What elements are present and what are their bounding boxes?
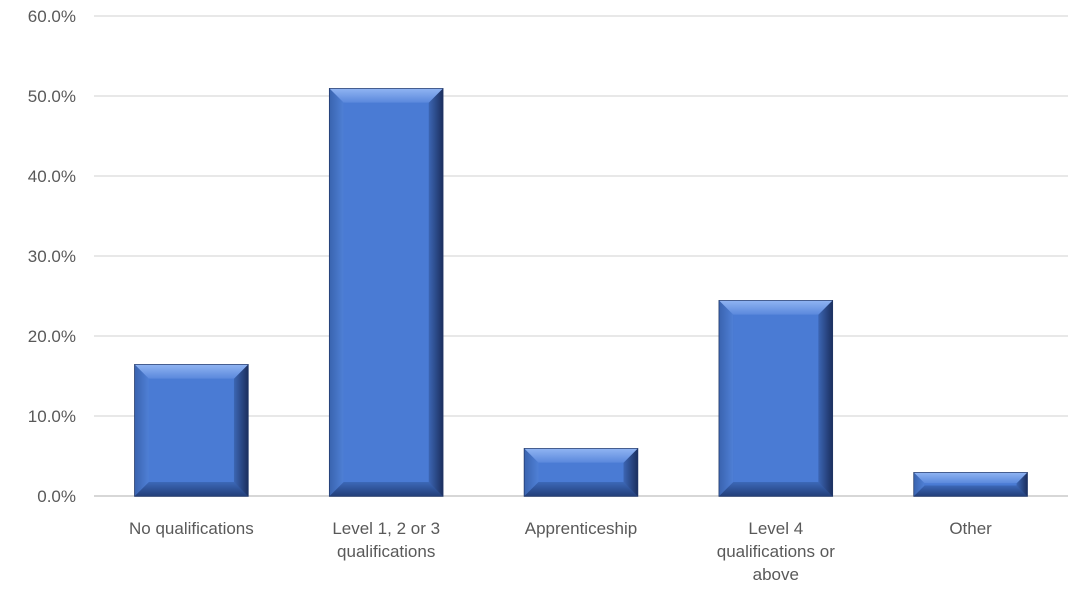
bar [913, 472, 1028, 497]
bars [134, 88, 1028, 497]
y-tick-label: 0.0% [37, 487, 76, 506]
bar [134, 364, 249, 497]
y-tick-label: 50.0% [28, 87, 76, 106]
x-category-label: No qualifications [129, 519, 254, 538]
gridlines [94, 15, 1068, 497]
y-tick-label: 40.0% [28, 167, 76, 186]
x-category-label: Level 4 qualifications or above [717, 519, 835, 584]
y-axis-tick-labels: 0.0% 10.0% 20.0% 30.0% 40.0% 50.0% 60.0% [28, 7, 76, 506]
bar [523, 448, 639, 497]
x-category-label: Other [949, 519, 992, 538]
y-tick-label: 10.0% [28, 407, 76, 426]
x-category-label: Apprenticeship [525, 519, 637, 538]
y-tick-label: 30.0% [28, 247, 76, 266]
bar [328, 88, 444, 497]
x-axis-category-labels: No qualifications Level 1, 2 or 3 qualific… [129, 519, 992, 584]
x-category-label: Level 1, 2 or 3 qualifications [332, 519, 440, 561]
y-tick-label: 20.0% [28, 327, 76, 346]
y-tick-label: 60.0% [28, 7, 76, 26]
bar [718, 300, 834, 497]
